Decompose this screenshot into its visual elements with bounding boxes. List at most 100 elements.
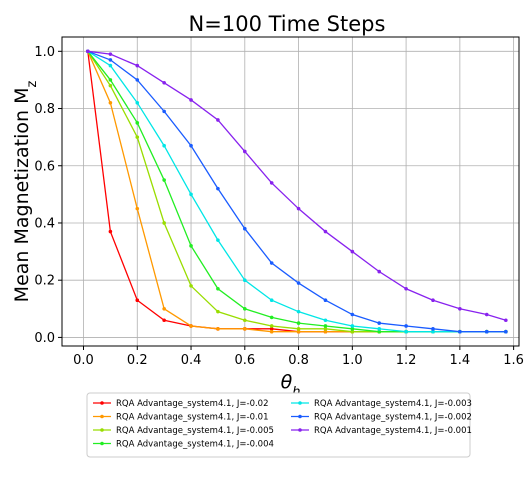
series-6 bbox=[86, 49, 508, 323]
legend-item: RQA Advantage_system4.1, J=-0.01 bbox=[93, 413, 269, 423]
data-point bbox=[269, 261, 274, 265]
data-point bbox=[404, 286, 408, 291]
data-point bbox=[404, 324, 408, 328]
data-point bbox=[296, 329, 301, 334]
data-point bbox=[216, 309, 220, 314]
plot-frame bbox=[61, 36, 520, 347]
data-point bbox=[243, 307, 247, 311]
x-tick-label: 0.6 bbox=[234, 353, 255, 368]
legend-label: RQA Advantage_system4.1, J=-0.003 bbox=[314, 399, 472, 409]
data-point bbox=[431, 327, 435, 331]
y-tick-label: 0.0 bbox=[34, 331, 55, 346]
data-point bbox=[296, 309, 301, 314]
legend-label: RQA Advantage_system4.1, J=-0.002 bbox=[314, 413, 472, 423]
y-tick-label: 0.8 bbox=[34, 102, 55, 117]
data-point bbox=[404, 329, 408, 334]
legend-item: RQA Advantage_system4.1, J=-0.004 bbox=[93, 440, 274, 450]
data-point bbox=[135, 121, 140, 125]
data-point bbox=[323, 298, 328, 303]
data-point bbox=[323, 324, 328, 328]
x-tick-label: 1.2 bbox=[396, 353, 417, 368]
data-point bbox=[162, 109, 166, 114]
data-point bbox=[189, 143, 193, 148]
data-point bbox=[162, 221, 166, 225]
series-line bbox=[87, 51, 506, 333]
data-point bbox=[162, 178, 166, 182]
data-point bbox=[216, 238, 220, 242]
x-tick-label: 1.4 bbox=[450, 353, 471, 368]
data-point bbox=[189, 324, 193, 328]
data-point bbox=[504, 318, 508, 323]
data-point bbox=[323, 318, 328, 323]
data-point bbox=[296, 281, 301, 285]
x-tick-label: 0.4 bbox=[181, 353, 202, 368]
legend-label: RQA Advantage_system4.1, J=-0.004 bbox=[116, 440, 274, 450]
series-5 bbox=[86, 49, 508, 334]
data-point bbox=[108, 83, 113, 88]
data-point bbox=[162, 307, 166, 311]
x-tick-label: 1.6 bbox=[503, 353, 524, 368]
data-point bbox=[216, 327, 220, 331]
series-line bbox=[87, 50, 506, 333]
data-point bbox=[269, 315, 274, 320]
legend-item: RQA Advantage_system4.1, J=-0.003 bbox=[291, 399, 472, 409]
legend-label: RQA Advantage_system4.1, J=-0.005 bbox=[116, 426, 274, 436]
data-point bbox=[135, 298, 140, 303]
data-point bbox=[189, 192, 193, 197]
data-point bbox=[162, 80, 166, 85]
data-point bbox=[458, 307, 462, 311]
series-3 bbox=[86, 49, 508, 334]
svg-text:θh: θh bbox=[281, 371, 301, 400]
grid bbox=[62, 37, 519, 346]
data-point bbox=[269, 327, 274, 331]
data-point bbox=[431, 298, 435, 303]
data-point bbox=[350, 312, 355, 317]
legend-label: RQA Advantage_system4.1, J=-0.01 bbox=[116, 413, 269, 423]
legend-marker bbox=[298, 401, 302, 405]
legend-item: RQA Advantage_system4.1, J=-0.005 bbox=[93, 426, 274, 436]
legend-marker bbox=[298, 428, 302, 432]
data-point bbox=[135, 135, 140, 139]
data-point bbox=[243, 149, 247, 154]
data-point bbox=[108, 229, 113, 234]
data-point bbox=[323, 229, 328, 234]
data-point bbox=[135, 78, 140, 82]
data-point bbox=[504, 329, 508, 334]
data-point bbox=[216, 118, 220, 122]
data-point bbox=[216, 186, 220, 191]
legend-marker bbox=[100, 441, 104, 446]
data-point bbox=[189, 284, 193, 288]
data-point bbox=[243, 327, 247, 331]
legend-item: RQA Advantage_system4.1, J=-0.02 bbox=[93, 399, 269, 409]
y-axis-label: Mean Magnetization Mz bbox=[11, 81, 40, 303]
data-point bbox=[135, 63, 140, 68]
y-tick-label: 0.4 bbox=[34, 216, 55, 231]
legend-marker bbox=[100, 414, 104, 419]
data-point bbox=[296, 327, 301, 331]
series-1 bbox=[86, 49, 508, 334]
data-point bbox=[162, 318, 166, 323]
series-line bbox=[87, 50, 506, 333]
data-point bbox=[484, 312, 489, 317]
x-tick-label: 0.8 bbox=[288, 353, 309, 368]
data-point bbox=[162, 143, 166, 148]
data-point bbox=[108, 63, 113, 68]
data-point bbox=[458, 329, 462, 334]
data-point bbox=[108, 52, 113, 56]
data-point bbox=[377, 327, 382, 331]
series-line bbox=[87, 51, 506, 333]
series-group bbox=[86, 49, 508, 334]
x-tick-label: 1.0 bbox=[342, 353, 363, 368]
data-point bbox=[323, 329, 328, 334]
legend-label: RQA Advantage_system4.1, J=-0.001 bbox=[314, 426, 472, 436]
y-tick-label: 0.6 bbox=[34, 159, 55, 174]
data-point bbox=[269, 298, 274, 303]
data-point bbox=[350, 249, 355, 254]
x-axis-label: θh bbox=[281, 371, 301, 400]
data-point bbox=[350, 324, 355, 328]
data-point bbox=[86, 49, 90, 54]
series-line bbox=[87, 50, 506, 333]
svg-text:Mean Magnetization Mz: Mean Magnetization Mz bbox=[11, 81, 40, 303]
data-point bbox=[216, 286, 220, 291]
data-point bbox=[377, 269, 382, 274]
